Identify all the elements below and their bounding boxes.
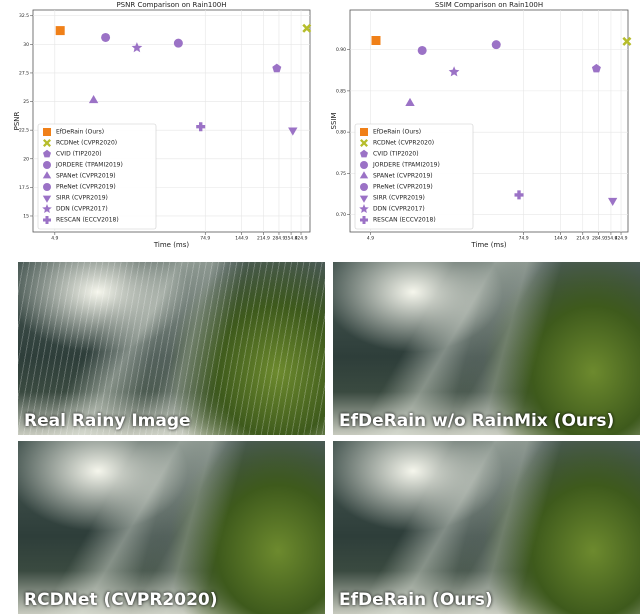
caption: Real Rainy Image	[24, 411, 191, 431]
image-panel: EfDeRain w/o RainMix (Ours)	[333, 262, 640, 435]
legend-label: DDN (CVPR2017)	[373, 206, 425, 213]
x-axis-label: Time (ms)	[153, 241, 190, 249]
legend-label: SIRR (CVPR2019)	[56, 195, 108, 202]
y-tick-label: 27.5	[19, 70, 29, 76]
y-axis-label: SSIM	[330, 113, 338, 130]
y-tick-label: 32.5	[19, 13, 29, 19]
x-tick-label: 74.9	[200, 236, 210, 242]
legend-label: RESCAN (ECCV2018)	[373, 217, 436, 224]
legend-label: PReNet (CVPR2019)	[56, 184, 116, 191]
legend-label: SPANet (CVPR2019)	[56, 173, 116, 180]
image-panel: Real Rainy Image	[18, 262, 325, 435]
y-tick-label: 20	[23, 156, 29, 162]
y-tick-label: 22.5	[19, 128, 29, 134]
marker	[43, 161, 51, 169]
x-tick-label: 4.9	[367, 236, 374, 242]
chart-title: PSNR Comparison on Rain100H	[116, 1, 226, 9]
y-tick-label: 0.85	[336, 88, 346, 94]
x-tick-label: 424.9	[615, 236, 628, 242]
caption: RCDNet (CVPR2020)	[24, 590, 218, 610]
marker	[174, 39, 183, 48]
marker	[492, 40, 501, 49]
marker	[101, 33, 110, 42]
marker	[43, 183, 51, 191]
chart-title: SSIM Comparison on Rain100H	[435, 1, 543, 9]
y-tick-label: 30	[23, 42, 29, 48]
caption: EfDeRain w/o RainMix (Ours)	[339, 411, 614, 431]
x-tick-label: 144.9	[235, 236, 248, 242]
marker	[418, 46, 427, 55]
x-tick-label: 214.9	[257, 236, 270, 242]
y-tick-label: 0.80	[336, 130, 346, 136]
legend-label: EfDeRain (Ours)	[56, 129, 104, 136]
marker	[360, 128, 368, 136]
y-tick-label: 0.90	[336, 47, 346, 53]
x-tick-label: 74.9	[519, 236, 529, 242]
legend-label: SPANet (CVPR2019)	[373, 173, 433, 180]
legend-label: RESCAN (ECCV2018)	[56, 217, 119, 224]
image-panel: RCDNet (CVPR2020)	[18, 441, 325, 614]
y-tick-label: 15	[23, 213, 29, 219]
legend-label: JORDERE (TPAMI2019)	[55, 162, 123, 169]
marker	[360, 183, 368, 191]
y-tick-label: 25	[23, 99, 29, 105]
caption: EfDeRain (Ours)	[339, 590, 493, 610]
legend-label: SIRR (CVPR2019)	[373, 195, 425, 202]
y-tick-label: 0.75	[336, 171, 346, 177]
legend-label: CVID (TIP2020)	[373, 151, 419, 158]
x-tick-label: 144.9	[554, 236, 567, 242]
x-axis-label: Time (ms)	[470, 241, 507, 249]
legend-label: CVID (TIP2020)	[56, 151, 102, 158]
x-tick-label: 4.9	[51, 236, 58, 242]
y-axis-label: PSNR	[13, 111, 21, 130]
rain-streaks	[18, 262, 325, 435]
legend-label: JORDERE (TPAMI2019)	[372, 162, 440, 169]
legend-label: RCDNet (CVPR2020)	[373, 140, 434, 147]
charts: PSNR Comparison on Rain100H Time (ms) PSNR…	[0, 0, 642, 252]
legend-label: EfDeRain (Ours)	[373, 129, 421, 136]
marker	[360, 161, 368, 169]
image-panel: EfDeRain (Ours)	[333, 441, 640, 614]
y-tick-label: 0.70	[336, 212, 346, 218]
x-tick-label: 284.9	[273, 236, 286, 242]
marker	[56, 26, 65, 35]
y-tick-label: 17.5	[19, 185, 29, 191]
marker	[372, 36, 381, 45]
legend-label: PReNet (CVPR2019)	[373, 184, 433, 191]
marker	[43, 128, 51, 136]
x-tick-label: 214.9	[576, 236, 589, 242]
x-tick-label: 284.9	[592, 236, 605, 242]
legend-label: DDN (CVPR2017)	[56, 206, 108, 213]
legend-label: RCDNet (CVPR2020)	[56, 140, 117, 147]
page: PSNR Comparison on Rain100H Time (ms) PSNR…	[0, 0, 642, 615]
x-tick-label: 424.9	[295, 236, 308, 242]
